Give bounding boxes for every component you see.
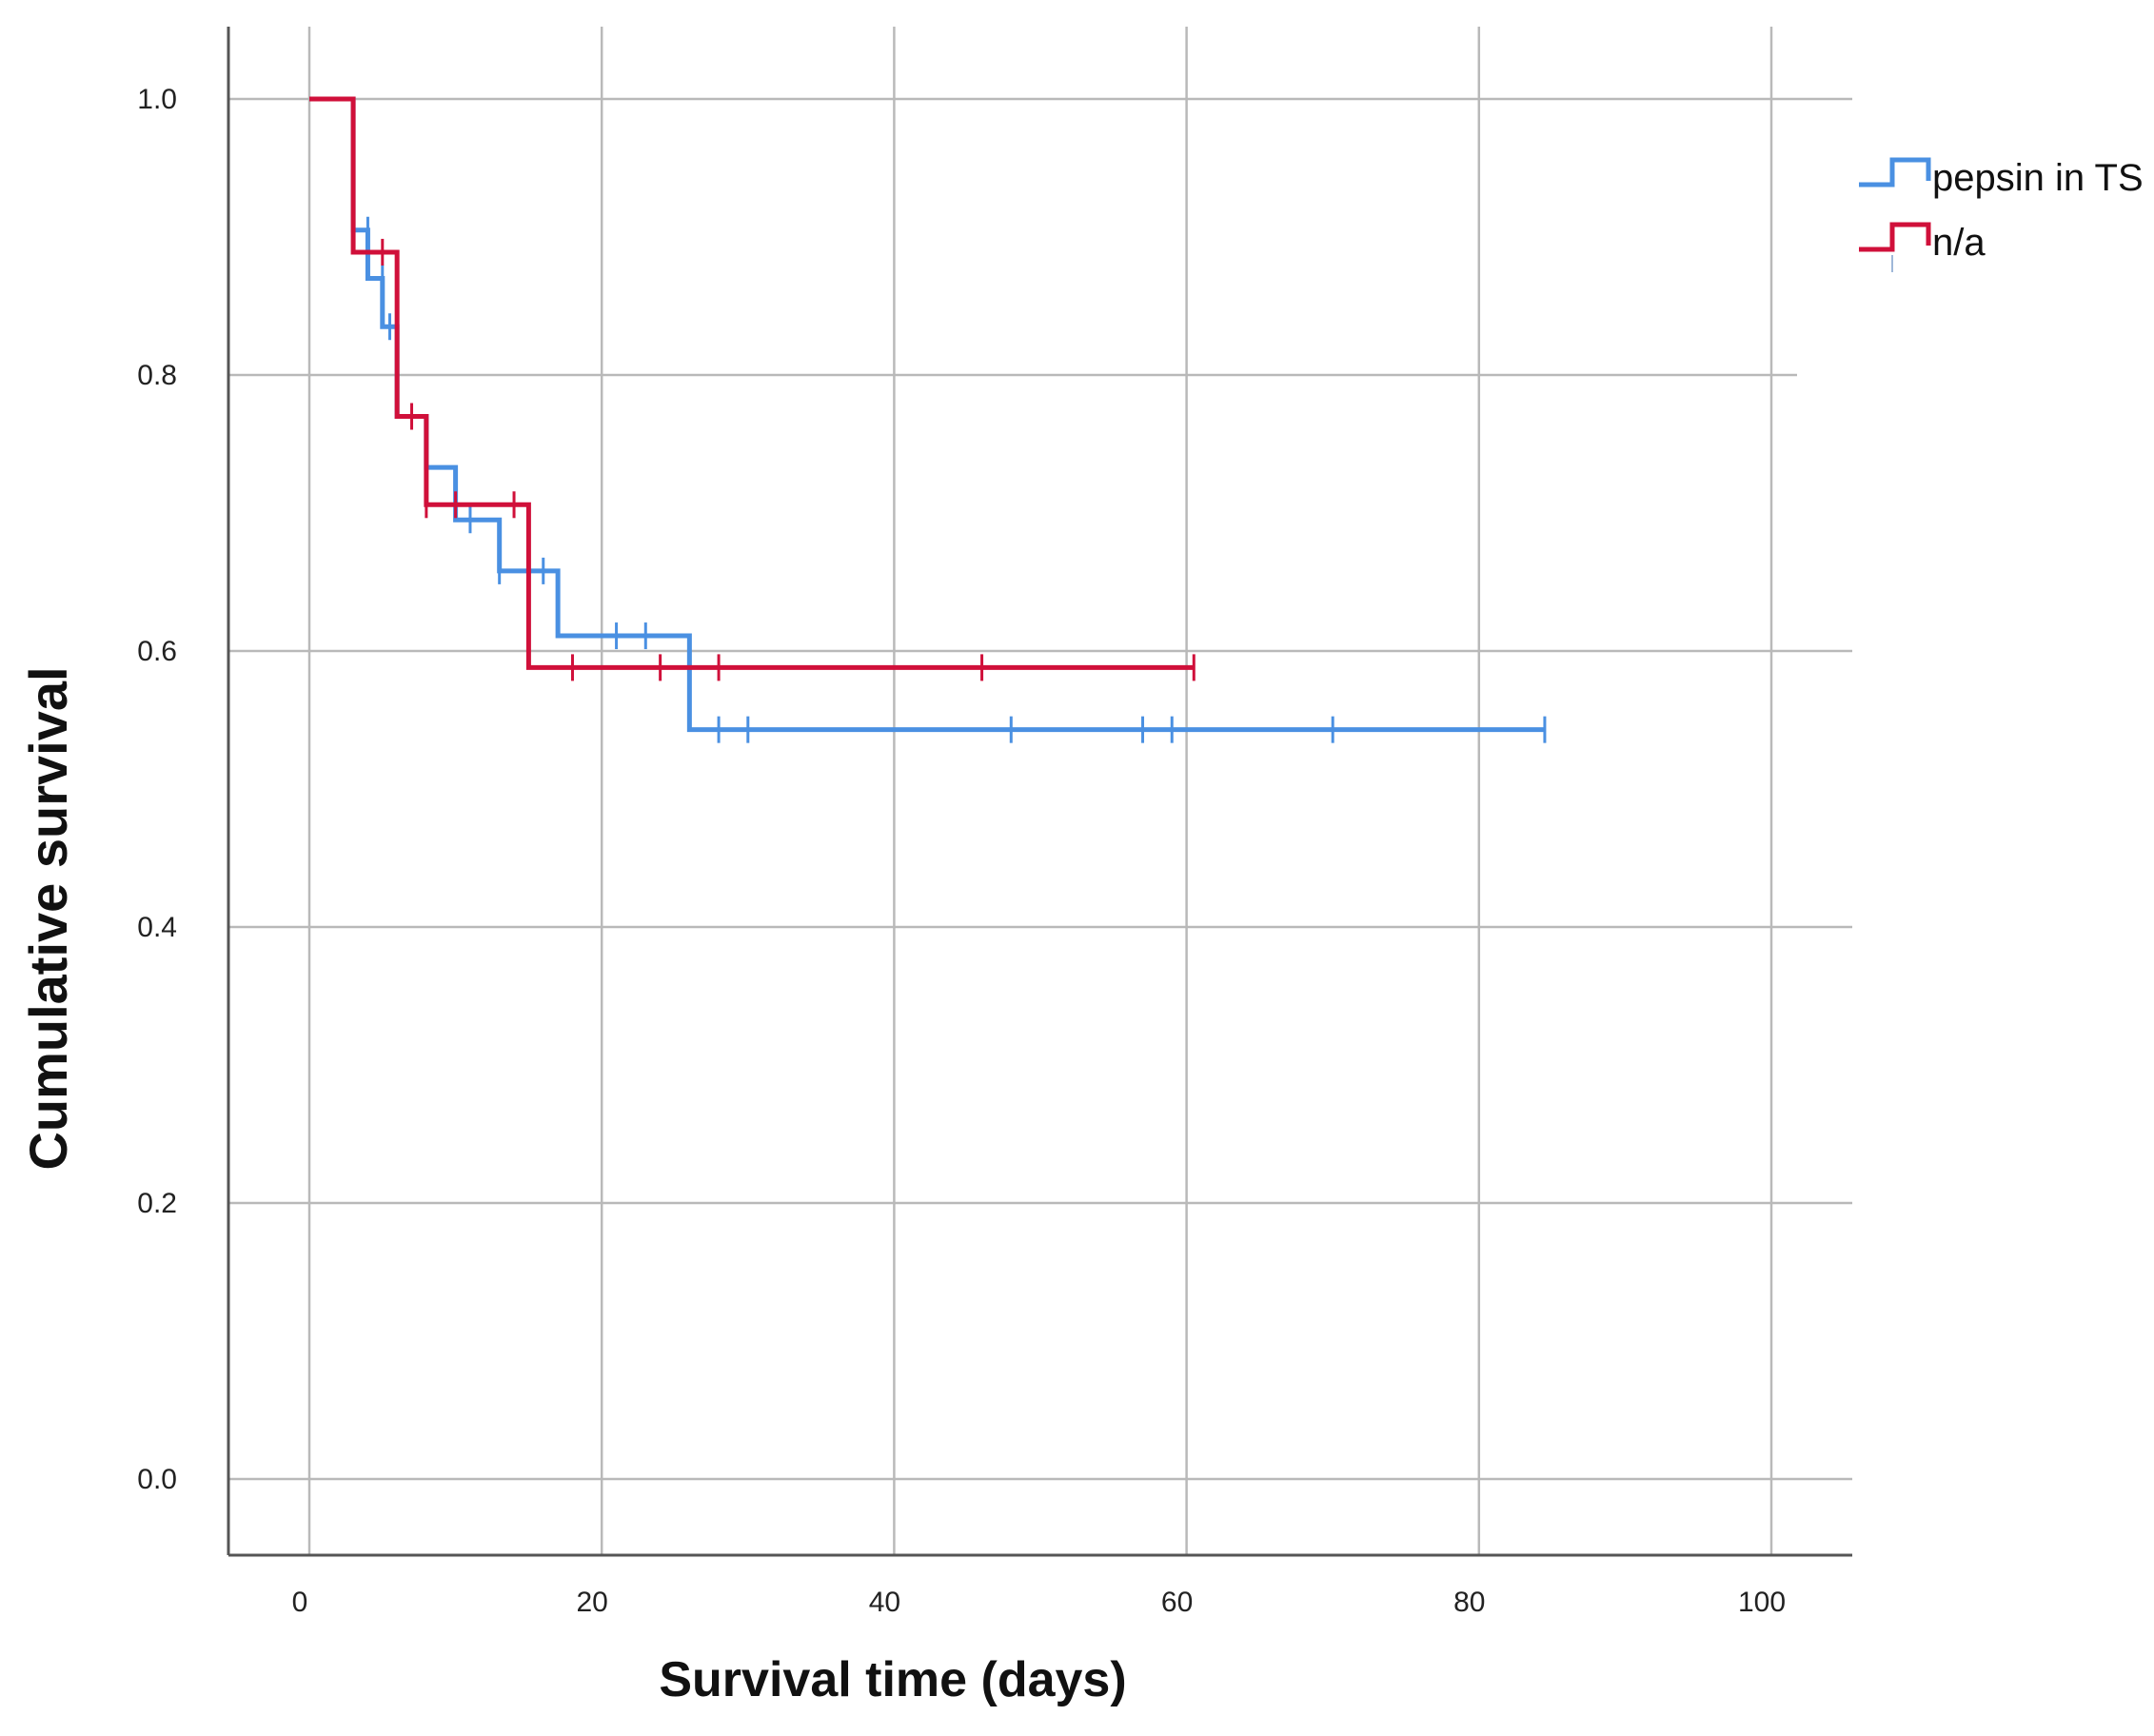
x-tick-label: 40 (869, 1587, 900, 1618)
series-n-a (309, 96, 1196, 681)
y-tick-label: 0.2 (137, 1188, 177, 1219)
legend: pepsin in TS n/a (1859, 157, 2144, 272)
legend-label: pepsin in TS (1932, 157, 2144, 199)
legend-swatch (1859, 222, 1931, 252)
x-tick-label: 60 (1161, 1587, 1193, 1618)
legend-item: pepsin in TS (1859, 157, 2144, 199)
x-tick-label: 80 (1453, 1587, 1485, 1618)
survival-curve (309, 96, 1195, 670)
legend-item: n/a (1859, 222, 1986, 264)
y-axis-title: Cumulative survival (18, 666, 78, 1170)
x-tick-label: 100 (1738, 1587, 1786, 1618)
y-tick-label: 0.4 (137, 912, 177, 943)
axes (227, 27, 1852, 1557)
series-group (309, 96, 1547, 743)
survival-curve (309, 96, 1545, 733)
x-tick-label: 0 (292, 1587, 308, 1618)
legend-swatch (1859, 157, 1931, 187)
x-tick-label: 20 (577, 1587, 608, 1618)
series-pepsin-in-ts (309, 96, 1547, 743)
y-tick-label: 1.0 (137, 84, 177, 115)
x-axis-title: Survival time (days) (659, 1652, 1126, 1707)
grid (228, 27, 1852, 1555)
y-tick-label: 0.8 (137, 360, 177, 391)
y-tick-label: 0.0 (137, 1464, 177, 1495)
y-tick-label: 0.6 (137, 636, 177, 667)
tick-labels: 0.0 0.2 0.4 0.6 0.8 1.0 0 20 40 60 80 100 (137, 84, 1786, 1618)
legend-label: n/a (1932, 222, 1986, 264)
